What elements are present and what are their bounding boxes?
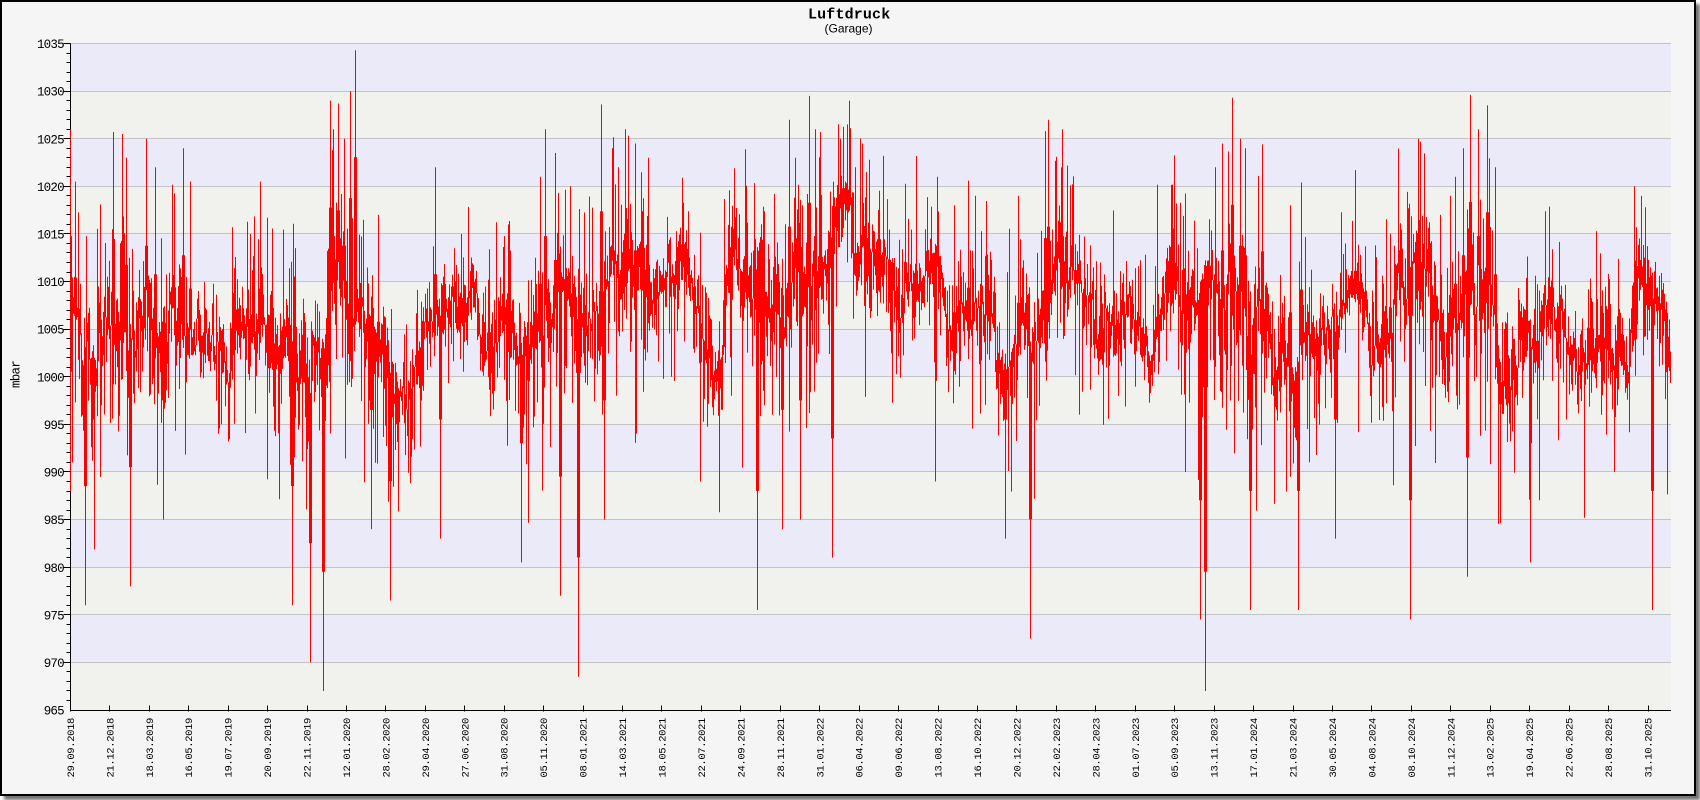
svg-text:12.01.2020: 12.01.2020 (342, 718, 354, 778)
svg-text:1015: 1015 (37, 229, 64, 243)
svg-text:Luftdruck: Luftdruck (808, 7, 890, 24)
svg-text:17.01.2024: 17.01.2024 (1249, 718, 1261, 778)
svg-text:19.07.2019: 19.07.2019 (224, 718, 236, 778)
svg-text:1010: 1010 (37, 276, 64, 290)
svg-text:31.01.2022: 31.01.2022 (815, 718, 827, 778)
svg-text:31.08.2020: 31.08.2020 (500, 718, 512, 778)
svg-text:05.09.2023: 05.09.2023 (1170, 718, 1182, 778)
svg-text:16.10.2022: 16.10.2022 (973, 718, 985, 778)
svg-text:13.08.2022: 13.08.2022 (934, 718, 946, 778)
svg-text:18.05.2021: 18.05.2021 (658, 718, 670, 778)
svg-text:22.07.2021: 22.07.2021 (697, 718, 709, 778)
svg-text:05.11.2020: 05.11.2020 (539, 718, 551, 778)
svg-text:28.02.2020: 28.02.2020 (381, 718, 393, 778)
svg-text:1005: 1005 (37, 324, 64, 338)
svg-text:27.06.2020: 27.06.2020 (460, 718, 472, 778)
svg-text:22.11.2019: 22.11.2019 (303, 718, 315, 778)
svg-text:08.10.2024: 08.10.2024 (1407, 718, 1419, 778)
svg-text:18.03.2019: 18.03.2019 (145, 718, 157, 778)
svg-text:19.04.2025: 19.04.2025 (1525, 718, 1537, 778)
svg-text:11.12.2024: 11.12.2024 (1446, 718, 1458, 778)
svg-text:29.04.2020: 29.04.2020 (421, 718, 433, 778)
svg-text:1020: 1020 (37, 181, 64, 195)
svg-text:09.06.2022: 09.06.2022 (894, 718, 906, 778)
svg-text:14.03.2021: 14.03.2021 (618, 718, 630, 778)
svg-text:21.12.2018: 21.12.2018 (105, 718, 117, 778)
svg-text:975: 975 (44, 609, 64, 623)
svg-text:990: 990 (44, 467, 64, 481)
svg-text:04.08.2024: 04.08.2024 (1367, 718, 1379, 778)
svg-text:22.02.2023: 22.02.2023 (1052, 718, 1064, 778)
svg-text:06.04.2022: 06.04.2022 (855, 718, 867, 778)
svg-text:1035: 1035 (37, 38, 64, 52)
svg-text:16.05.2019: 16.05.2019 (184, 718, 196, 778)
svg-text:20.09.2019: 20.09.2019 (263, 718, 275, 778)
svg-text:22.06.2025: 22.06.2025 (1565, 718, 1577, 778)
svg-text:29.09.2018: 29.09.2018 (66, 718, 78, 778)
svg-text:20.12.2022: 20.12.2022 (1013, 718, 1025, 778)
svg-text:970: 970 (44, 657, 64, 671)
svg-text:985: 985 (44, 514, 64, 528)
svg-text:28.08.2025: 28.08.2025 (1604, 718, 1616, 778)
svg-text:995: 995 (44, 419, 64, 433)
svg-text:1025: 1025 (37, 133, 64, 147)
svg-text:980: 980 (44, 562, 64, 576)
svg-text:30.05.2024: 30.05.2024 (1328, 718, 1340, 778)
svg-text:28.04.2023: 28.04.2023 (1091, 718, 1103, 778)
svg-text:13.02.2025: 13.02.2025 (1486, 718, 1498, 778)
svg-text:21.03.2024: 21.03.2024 (1289, 718, 1301, 778)
svg-text:1030: 1030 (37, 86, 64, 100)
svg-text:1000: 1000 (37, 371, 64, 385)
svg-text:13.11.2023: 13.11.2023 (1210, 718, 1222, 778)
svg-text:965: 965 (44, 705, 64, 719)
svg-text:mbar: mbar (9, 361, 23, 388)
svg-text:(Garage): (Garage) (824, 22, 872, 36)
svg-text:08.01.2021: 08.01.2021 (579, 718, 591, 778)
svg-text:28.11.2021: 28.11.2021 (776, 718, 788, 778)
svg-text:31.10.2025: 31.10.2025 (1644, 718, 1656, 778)
svg-text:24.09.2021: 24.09.2021 (736, 718, 748, 778)
svg-text:01.07.2023: 01.07.2023 (1131, 718, 1143, 778)
